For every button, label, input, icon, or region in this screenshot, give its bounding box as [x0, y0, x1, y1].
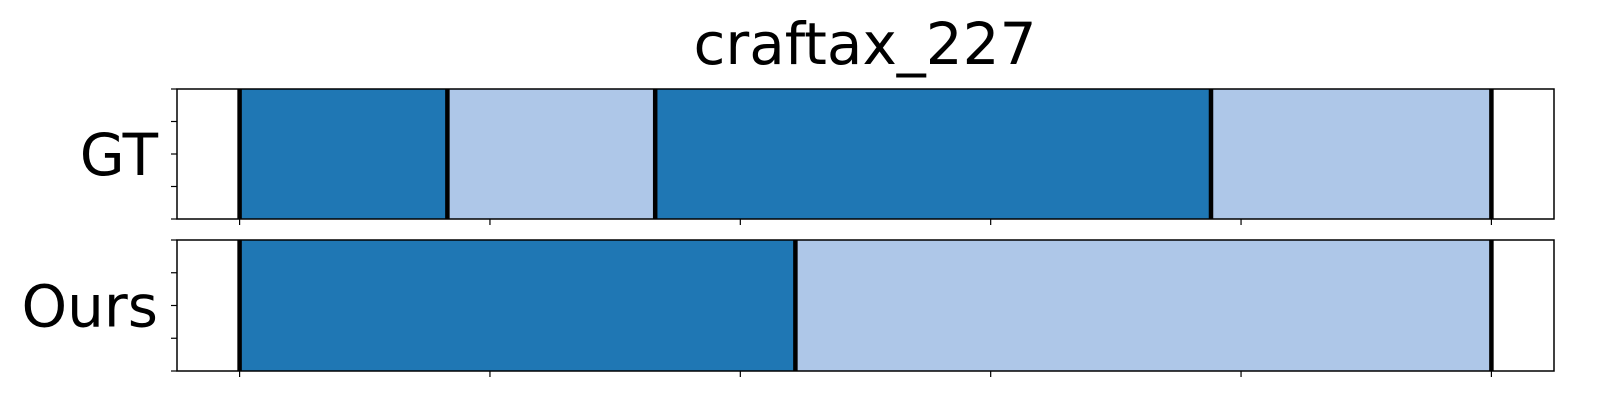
chart-title: craftax_227 — [694, 10, 1037, 78]
segment-gt-3 — [1211, 89, 1492, 219]
segment-gt-0 — [239, 89, 448, 219]
segment-ours-0 — [239, 240, 796, 371]
row-label-ours: Ours — [22, 273, 158, 341]
segment-ours-1 — [795, 240, 1492, 371]
segment-gt-2 — [655, 89, 1212, 219]
segment-gt-1 — [447, 89, 656, 219]
row-label-gt: GT — [80, 121, 159, 189]
